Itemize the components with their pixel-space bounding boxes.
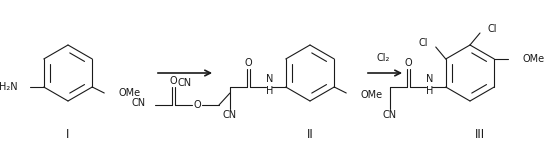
Text: III: III <box>475 128 485 142</box>
Text: O: O <box>405 58 412 68</box>
Text: I: I <box>66 128 70 142</box>
Text: N: N <box>266 74 274 84</box>
Text: CN: CN <box>383 110 397 120</box>
Text: H: H <box>426 86 433 96</box>
Text: CN: CN <box>223 110 237 120</box>
Text: OMe: OMe <box>522 54 544 64</box>
Text: H: H <box>266 86 274 96</box>
Text: N: N <box>426 74 433 84</box>
Text: OMe: OMe <box>360 90 382 100</box>
Text: CN: CN <box>132 98 146 108</box>
Text: O: O <box>193 100 201 110</box>
Text: O: O <box>244 58 252 68</box>
Text: Cl₂: Cl₂ <box>376 53 390 63</box>
Text: Cl: Cl <box>418 38 428 48</box>
Text: OMe: OMe <box>118 88 140 98</box>
Text: Cl: Cl <box>488 24 497 34</box>
Text: H₂N: H₂N <box>0 82 18 92</box>
Text: II: II <box>306 128 314 142</box>
Text: O: O <box>170 76 177 86</box>
Text: CN: CN <box>178 78 192 88</box>
